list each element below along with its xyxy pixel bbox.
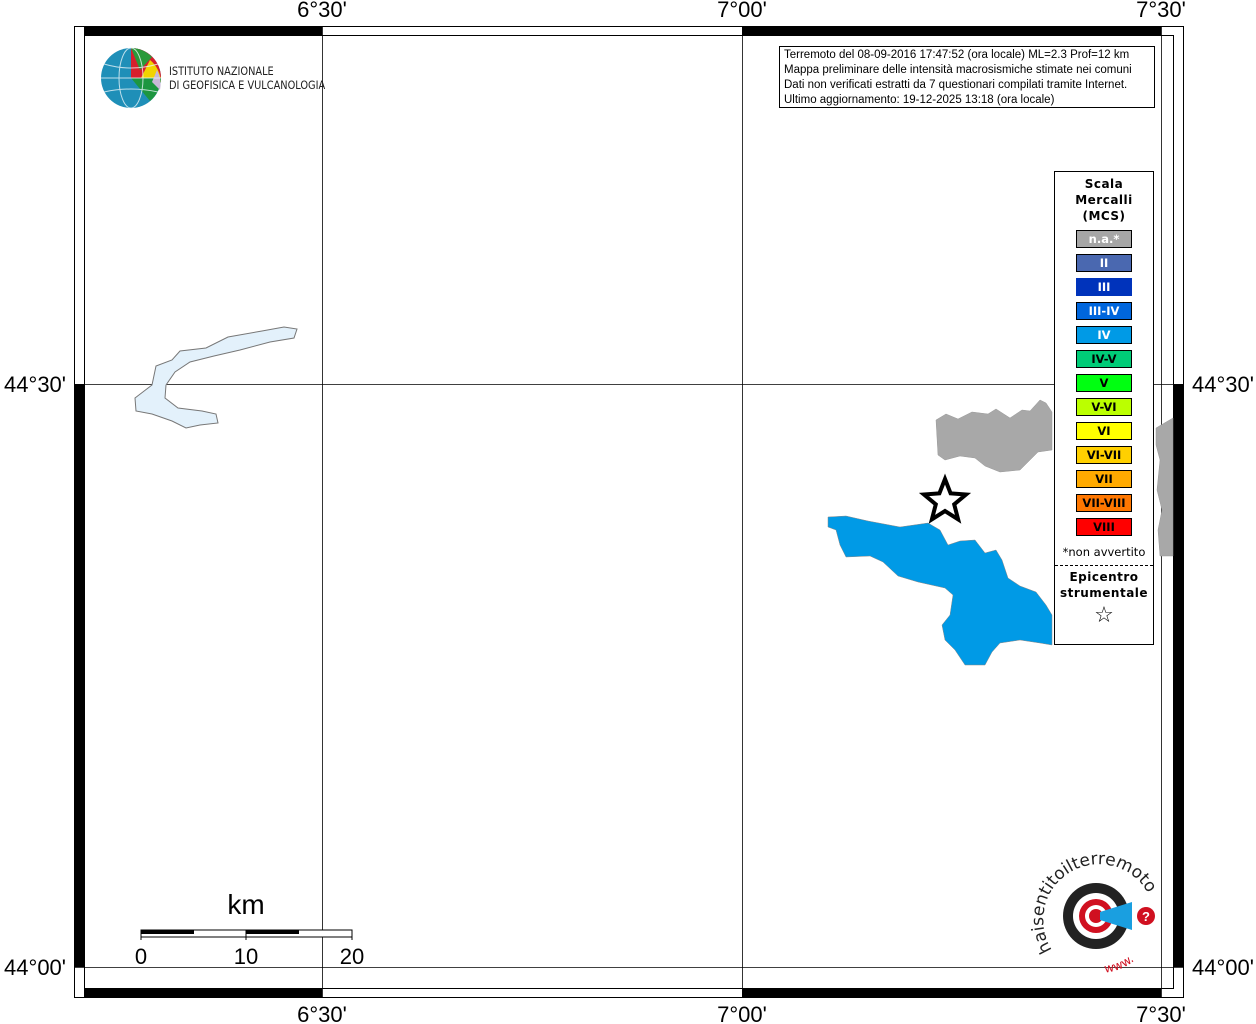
- legend-swatch: VII-VIII: [1076, 494, 1132, 512]
- star-outline-icon: ☆: [1094, 603, 1114, 628]
- map-frame-inner: [84, 35, 1174, 989]
- ingv-logo-text: ISTITUTO NAZIONALE DI GEOFISICA E VULCAN…: [169, 64, 325, 92]
- municipality-not-felt[interactable]: [935, 399, 1053, 473]
- legend-swatch: VIII: [1076, 518, 1132, 536]
- ingv-logo-globe-icon: [101, 47, 161, 109]
- frame-bars: [75, 27, 1183, 997]
- info-line: Mappa preliminare delle intensità macros…: [784, 64, 1132, 76]
- lon-label-bottom: 7°00': [717, 1002, 767, 1024]
- legend-swatch: n.a.*: [1076, 230, 1132, 248]
- ingv-line1: ISTITUTO NAZIONALE: [169, 64, 274, 78]
- scale-label: 10: [234, 944, 258, 969]
- lon-label-bottom: 7°30': [1136, 1002, 1186, 1024]
- info-line: Terremoto del 08-09-2016 17:47:52 (ora l…: [784, 49, 1130, 61]
- legend-note: *non avvertito: [1062, 545, 1146, 559]
- legend-swatch: III-IV: [1076, 302, 1132, 320]
- scale-bar: km 0 10 20: [135, 889, 364, 969]
- legend-swatches: n.a.* II III III-IV IV IV-V V V-VI VI VI-VII VII VI…: [1055, 230, 1153, 536]
- legend-title: Scala Mercalli (MCS): [1055, 176, 1153, 224]
- lat-label-left: 44°30': [4, 372, 66, 397]
- legend-swatch: II: [1076, 254, 1132, 272]
- epicenter-star-icon[interactable]: [918, 473, 972, 524]
- municipality-intensity-iv[interactable]: [827, 515, 1053, 666]
- scale-label: 0: [135, 944, 147, 969]
- lake: [134, 326, 298, 429]
- legend-title-line: Scala: [1084, 177, 1124, 191]
- epicenter-label-line: Epicentro: [1069, 570, 1139, 584]
- legend-epicenter-label: Epicentro strumentale: [1055, 569, 1153, 601]
- lon-label-top: 7°30': [1136, 0, 1186, 22]
- lat-label-right: 44°30': [1192, 372, 1254, 397]
- legend-title-line: Mercalli: [1075, 193, 1133, 207]
- lon-label-top: 6°30': [297, 0, 347, 22]
- lat-label-right: 44°00': [1192, 955, 1254, 980]
- legend-divider: [1055, 565, 1153, 566]
- info-line: Ultimo aggiornamento: 19-12-2025 13:18 (…: [784, 94, 1055, 106]
- municipality-not-felt[interactable]: [1155, 417, 1174, 557]
- info-line: Dati non verificati estratti da 7 questi…: [784, 79, 1128, 91]
- legend-swatch: V: [1076, 374, 1132, 392]
- epicenter-label-line: strumentale: [1059, 586, 1149, 600]
- legend-swatch: IV-V: [1076, 350, 1132, 368]
- help-icon: ?: [1142, 909, 1150, 924]
- lon-label-top: 7°00': [717, 0, 767, 22]
- legend-swatch: VI-VII: [1076, 446, 1132, 464]
- scale-unit: km: [227, 889, 264, 920]
- event-info-box: Terremoto del 08-09-2016 17:47:52 (ora l…: [779, 46, 1155, 108]
- legend-swatch: IV: [1076, 326, 1132, 344]
- lon-label-bottom: 6°30': [297, 1002, 347, 1024]
- legend-swatch: VII: [1076, 470, 1132, 488]
- ingv-line2: DI GEOFISICA E VULCANOLOGIA: [169, 78, 326, 92]
- legend-title-line: (MCS): [1082, 209, 1126, 223]
- legend-swatch: VI: [1076, 422, 1132, 440]
- legend-swatch: V-VI: [1076, 398, 1132, 416]
- lat-label-left: 44°00': [4, 955, 66, 980]
- scale-label: 20: [340, 944, 364, 969]
- legend-swatch: III: [1076, 278, 1132, 296]
- intensity-legend: Scala Mercalli (MCS) n.a.* II III III-IV IV I…: [1054, 171, 1154, 645]
